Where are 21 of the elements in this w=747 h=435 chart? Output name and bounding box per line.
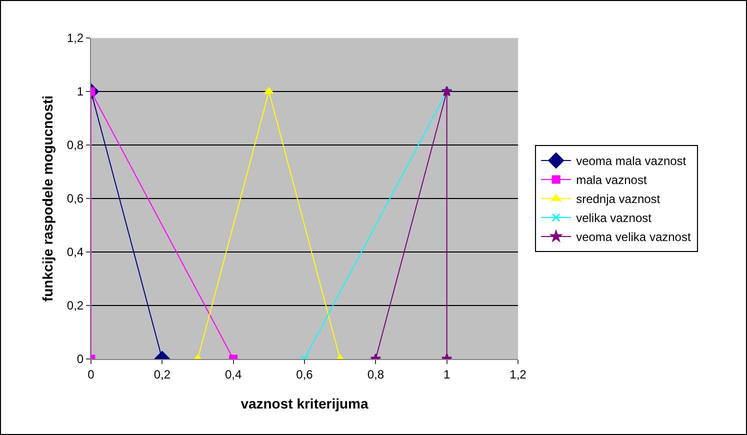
x-axis-title: vaznost kriterijuma (240, 396, 369, 412)
x-tick-label: 0,8 (367, 367, 384, 382)
legend-label: veoma velika vaznost (576, 230, 692, 244)
y-tick-label: 0 (76, 352, 84, 366)
legend-label: mala vaznost (576, 173, 648, 188)
x-tick-label: 0,6 (296, 367, 314, 382)
x-tick-label: 0 (88, 367, 95, 382)
x-tick-label: 1,2 (510, 367, 527, 382)
x-tick-label: 0,4 (224, 367, 242, 382)
y-tick-label: 0,2 (66, 298, 84, 313)
legend-label: veoma mala vaznost (576, 154, 687, 168)
y-tick-label: 0,6 (66, 192, 84, 206)
y-tick-label: 0,8 (66, 138, 84, 152)
legend-label: srednja vaznost (576, 192, 661, 206)
y-tick-label: 0,4 (66, 245, 84, 260)
legend-label: velika vaznost (576, 211, 652, 226)
y-axis-title: funkcije raspodele mogucnosti (40, 95, 56, 302)
y-tick-label: 1 (76, 84, 84, 99)
x-tick-label: 1 (443, 367, 450, 382)
y-tick-label: 1,2 (66, 31, 84, 46)
x-tick-label: 0,2 (154, 367, 171, 382)
